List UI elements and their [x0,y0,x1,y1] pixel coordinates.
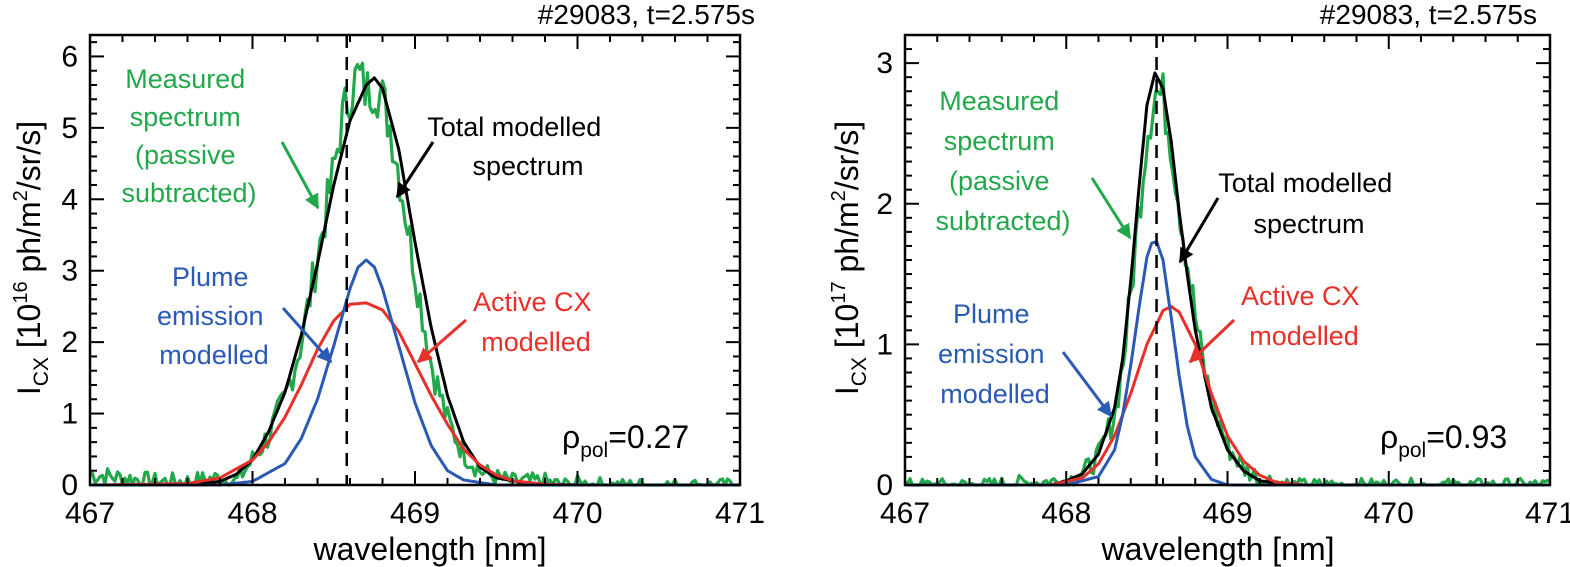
x-tick-label: 467 [880,497,930,530]
annotation-total-right: Total modelled spectrum [1218,168,1400,239]
arrow-active-left [416,318,467,364]
y-tick-label: 2 [876,188,893,221]
panel-left-ylabel: ICX [1016 ph/m2/sr/s] [10,121,53,395]
y-tick-label: 3 [61,255,78,288]
annotation-active-left: Active CX modelled [473,287,599,357]
arrow-plume-left [281,307,333,364]
panel-right: #29083, t=2.575s wavelength [nm] ICX [10… [828,0,1570,567]
x-tick-label: 469 [1202,497,1252,530]
panel-left-ticks: 467 468 469 470 471 0 1 2 3 4 5 6 [61,33,765,530]
arrow-measured-right [1090,177,1132,240]
panel-right-annotations: Measured spectrum (passive subtracted) T… [935,86,1400,418]
annotation-measured-right: Measured spectrum (passive subtracted) [935,86,1070,236]
arrow-active-right [1188,318,1236,364]
annotation-active-right: Active CX modelled [1241,281,1367,351]
panel-right-ticks: 467 468 469 470 471 0 1 2 3 [876,33,1570,530]
x-tick-label: 470 [552,497,602,530]
arrow-total-left [395,141,435,199]
arrow-measured-left [280,141,320,210]
y-tick-label: 2 [61,326,78,359]
y-tick-label: 1 [876,328,893,361]
annotation-measured-left: Measured spectrum (passive subtracted) [121,64,256,208]
y-tick-label: 0 [61,469,78,502]
y-tick-label: 6 [61,40,78,73]
panel-left-rho-label: ρpol=0.27 [562,419,689,462]
x-tick-label: 468 [1041,497,1091,530]
panel-left: #29083, t=2.575s wavelength [nm] ICX [10… [10,0,765,567]
y-tick-label: 4 [61,183,78,216]
panel-left-title: #29083, t=2.575s [538,0,755,30]
x-tick-label: 471 [715,497,765,530]
panel-right-xlabel: wavelength [nm] [1100,531,1334,567]
y-tick-label: 5 [61,112,78,145]
x-tick-label: 471 [1525,497,1570,530]
x-tick-label: 467 [65,497,115,530]
y-tick-label: 0 [876,469,893,502]
annotation-plume-left: Plume emission modelled [157,262,271,370]
x-tick-label: 470 [1364,497,1414,530]
x-tick-label: 469 [390,497,440,530]
panel-left-annotations: Measured spectrum (passive subtracted) T… [121,64,609,370]
panel-right-title: #29083, t=2.575s [1320,0,1537,30]
arrow-total-right [1178,197,1220,264]
x-tick-label: 468 [227,497,277,530]
panel-left-xlabel: wavelength [nm] [312,531,546,567]
arrow-plume-right [1061,351,1113,418]
panel-right-ylabel: ICX [1017 ph/m2/sr/s] [828,121,871,395]
y-tick-label: 1 [61,398,78,431]
y-tick-label: 3 [876,47,893,80]
annotation-plume-right: Plume emission modelled [938,299,1052,409]
annotation-total-left: Total modelled spectrum [427,112,609,181]
panel-right-rho-label: ρpol=0.93 [1380,419,1507,462]
